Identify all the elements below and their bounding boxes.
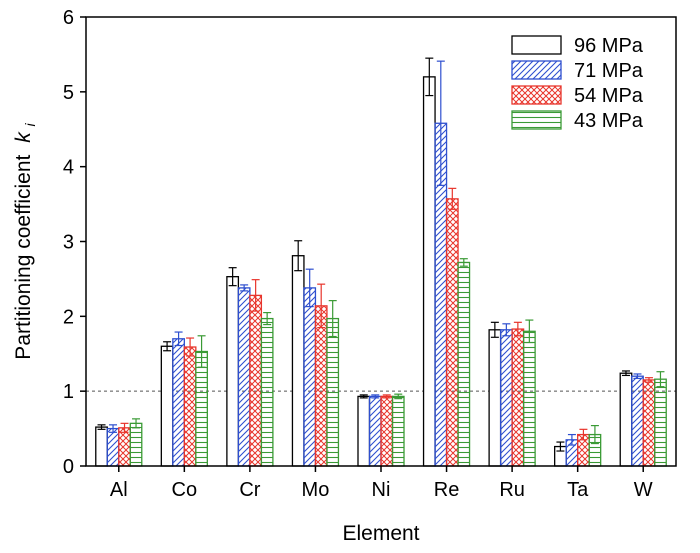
legend-swatch	[511, 35, 562, 55]
x-tick-label: Ta	[567, 479, 589, 501]
y-axis-title: Partitioning coefficient k i	[12, 122, 38, 359]
bar	[499, 329, 513, 467]
x-tick-label: W	[634, 479, 653, 501]
x-tick-label: Re	[434, 479, 460, 501]
legend: 96 MPa 71 MPa 54 MPa 43 MPa	[511, 35, 644, 132]
bar	[380, 395, 394, 467]
y-axis-title-subscript: i	[22, 122, 38, 126]
bar	[422, 76, 436, 467]
bar	[95, 426, 108, 467]
x-tick-label: Ni	[372, 479, 391, 501]
bar	[457, 261, 471, 467]
bar	[326, 317, 340, 467]
bar	[642, 379, 656, 467]
y-tick-label: 1	[63, 381, 74, 403]
bar	[654, 378, 667, 467]
y-tick-label: 0	[63, 456, 74, 478]
y-tick-label: 4	[63, 157, 74, 179]
y-tick-label: 5	[63, 82, 74, 104]
bar	[445, 198, 459, 467]
legend-label: 43 MPa	[574, 110, 644, 132]
legend-label: 54 MPa	[574, 85, 644, 107]
bar	[391, 395, 405, 467]
plot-area: 0 1 2 3 4 5 6 Al Co Cr Mo Ni Re Ru Ta W	[63, 7, 677, 501]
bar	[172, 338, 185, 467]
x-axis: Al Co Cr Mo Ni Re Ru Ta W	[110, 466, 653, 501]
bar	[106, 427, 120, 467]
bar	[129, 422, 143, 467]
y-tick-label: 2	[63, 306, 74, 328]
bars	[95, 57, 667, 467]
legend-label: 96 MPa	[574, 35, 644, 57]
bar	[195, 350, 208, 467]
y-axis-title-text: Partitioning coefficient	[12, 154, 35, 359]
bar	[249, 294, 263, 467]
x-axis-title: Element	[342, 522, 419, 545]
bar	[160, 345, 174, 467]
y-axis-title-symbol: k	[12, 131, 35, 143]
y-axis: 0 1 2 3 4 5 6	[63, 7, 86, 478]
x-tick-label: Co	[172, 479, 198, 501]
bar	[631, 375, 644, 467]
bar	[260, 317, 274, 467]
bar	[226, 276, 240, 467]
legend-swatch	[511, 110, 562, 130]
x-tick-label: Cr	[239, 479, 260, 501]
y-tick-label: 3	[63, 232, 74, 254]
x-tick-label: Ru	[499, 479, 525, 501]
bar	[357, 395, 371, 467]
legend-label: 71 MPa	[574, 60, 644, 82]
bar	[619, 372, 633, 467]
x-tick-label: Al	[110, 479, 128, 501]
bar	[368, 395, 382, 467]
bar	[118, 427, 131, 467]
legend-swatch	[511, 85, 562, 105]
bar	[522, 330, 536, 467]
bar	[237, 287, 251, 467]
legend-swatch	[511, 60, 562, 80]
bar	[488, 329, 502, 467]
bar	[291, 255, 305, 467]
bar	[303, 287, 317, 467]
bar	[314, 305, 328, 467]
y-tick-label: 6	[63, 7, 74, 29]
x-tick-label: Mo	[302, 479, 330, 501]
bar	[183, 346, 197, 467]
bar	[511, 328, 525, 467]
